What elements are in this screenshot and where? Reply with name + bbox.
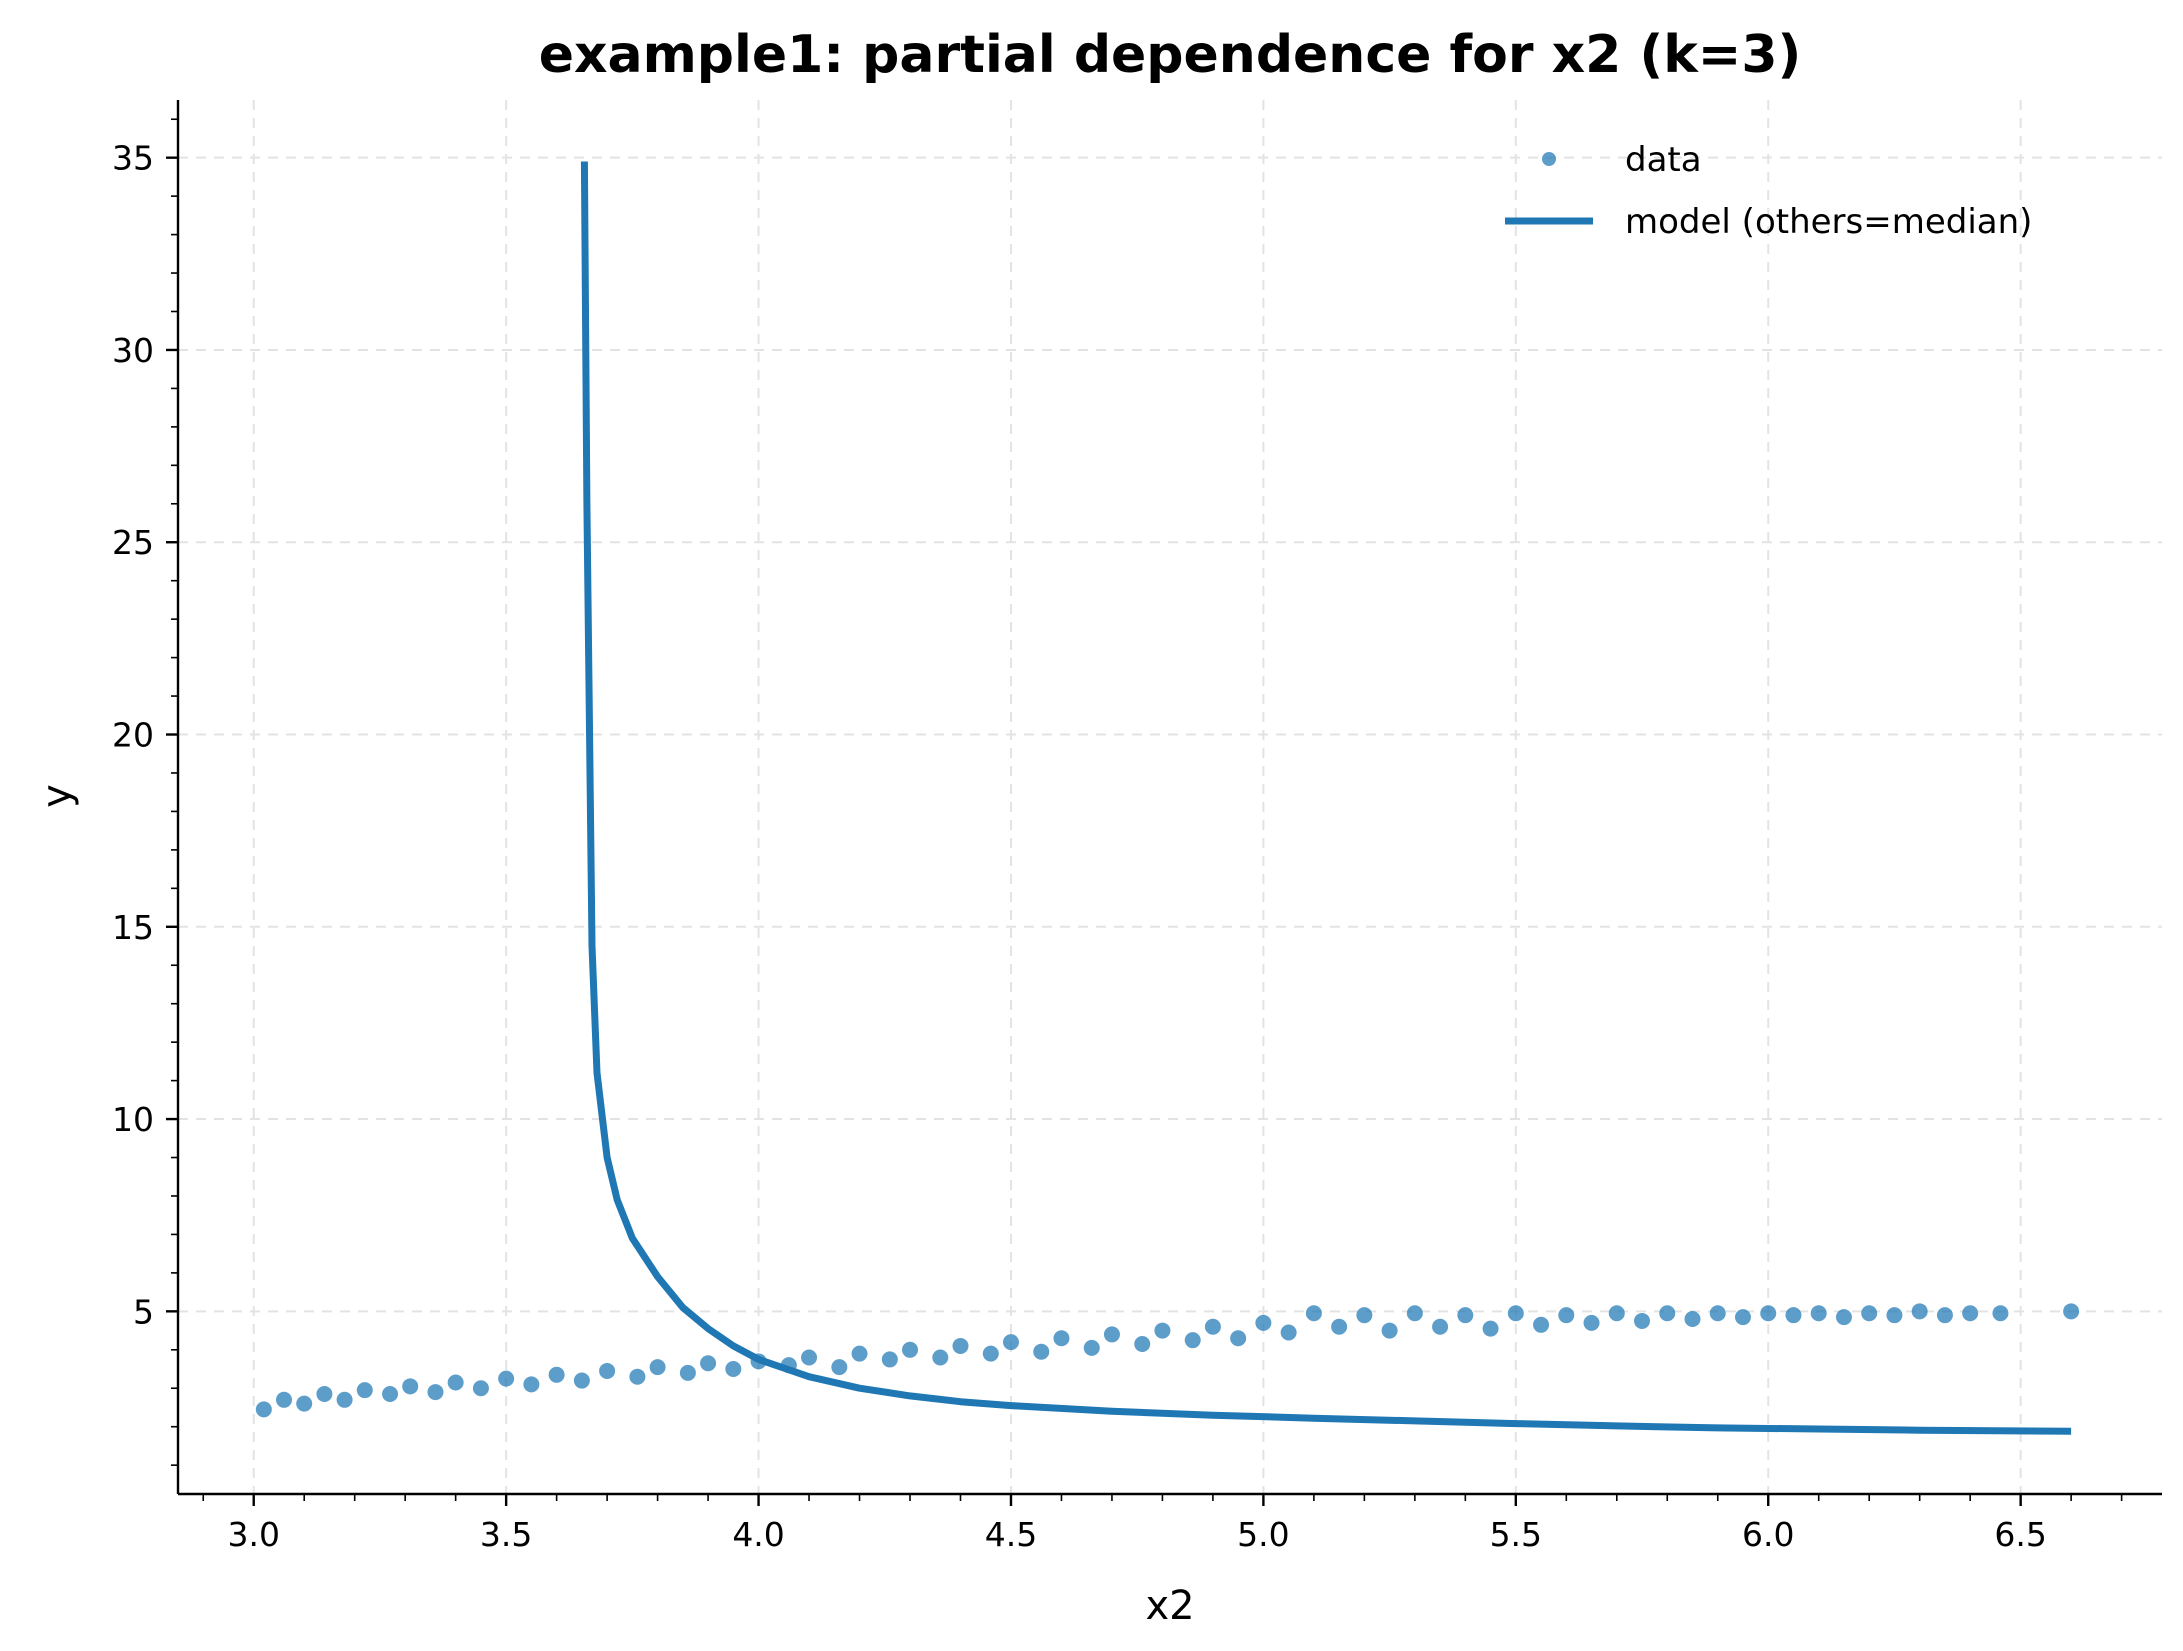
- x-tick-label: 4.0: [732, 1515, 784, 1554]
- data-point: [1558, 1307, 1575, 1324]
- data-point: [402, 1378, 419, 1395]
- data-point: [1835, 1309, 1852, 1326]
- data-point: [1608, 1305, 1625, 1322]
- y-tick-label: 25: [112, 523, 154, 562]
- y-tick-label: 20: [112, 716, 154, 755]
- data-point: [1962, 1305, 1979, 1322]
- y-tick-label: 15: [112, 908, 154, 947]
- data-point: [1331, 1318, 1348, 1335]
- data-point: [472, 1380, 489, 1397]
- data-point: [1709, 1305, 1726, 1322]
- data-point: [296, 1395, 313, 1412]
- data-point: [1083, 1339, 1100, 1356]
- data-point: [1936, 1307, 1953, 1324]
- data-point: [1760, 1305, 1777, 1322]
- data-point: [700, 1355, 717, 1372]
- data-point: [1734, 1309, 1751, 1326]
- data-point: [1154, 1322, 1171, 1339]
- x-tick-label: 3.0: [227, 1515, 279, 1554]
- legend-label-data: data: [1625, 140, 1702, 180]
- data-point: [1406, 1305, 1423, 1322]
- data-point: [548, 1366, 565, 1383]
- data-point: [336, 1391, 353, 1408]
- data-point: [1255, 1314, 1272, 1331]
- data-point: [498, 1370, 515, 1387]
- data-point: [255, 1401, 272, 1418]
- data-point: [649, 1359, 666, 1376]
- data-point: [1305, 1305, 1322, 1322]
- data-point: [1230, 1330, 1247, 1347]
- grid-lines: [178, 100, 2162, 1494]
- data-point: [447, 1374, 464, 1391]
- data-point: [1482, 1320, 1499, 1337]
- data-point: [599, 1362, 616, 1379]
- x-tick-label: 6.5: [1994, 1515, 2046, 1554]
- data-point: [679, 1364, 696, 1381]
- data-point: [427, 1384, 444, 1401]
- x-tick-label: 5.5: [1490, 1515, 1542, 1554]
- data-point: [1053, 1330, 1070, 1347]
- data-point: [1184, 1332, 1201, 1349]
- data-point: [382, 1386, 399, 1403]
- data-point: [1861, 1305, 1878, 1322]
- data-point: [1634, 1312, 1651, 1329]
- data-point: [1381, 1322, 1398, 1339]
- data-point: [1911, 1303, 1928, 1320]
- x-axis-label: x2: [1145, 1583, 1194, 1629]
- data-point: [1356, 1307, 1373, 1324]
- data-point: [851, 1345, 868, 1362]
- data-point: [881, 1351, 898, 1368]
- chart-title: example1: partial dependence for x2 (k=3…: [539, 25, 1802, 85]
- legend-label-model: model (others=median): [1625, 202, 2032, 242]
- data-point: [316, 1386, 333, 1403]
- y-tick-label: 35: [112, 139, 154, 178]
- data-point: [725, 1361, 742, 1378]
- data-point: [1659, 1305, 1676, 1322]
- data-point: [1002, 1334, 1019, 1351]
- data-point: [276, 1391, 293, 1408]
- data-point: [1785, 1307, 1802, 1324]
- data-point: [629, 1368, 646, 1385]
- data-point: [902, 1341, 919, 1358]
- data-point: [952, 1337, 969, 1354]
- data-point: [982, 1345, 999, 1362]
- data-point: [1533, 1316, 1550, 1333]
- data-point: [2063, 1303, 2080, 1320]
- data-point: [573, 1372, 590, 1389]
- y-axis-label: y: [34, 784, 80, 808]
- data-point: [1033, 1343, 1050, 1360]
- data-point: [523, 1376, 540, 1393]
- data-point: [1810, 1305, 1827, 1322]
- data-point: [1134, 1336, 1151, 1353]
- x-tick-label: 5.0: [1237, 1515, 1289, 1554]
- series-data: [255, 1303, 2080, 1418]
- data-point: [932, 1349, 949, 1366]
- data-point: [801, 1349, 818, 1366]
- data-point: [1886, 1307, 1903, 1324]
- data-point: [1684, 1311, 1701, 1328]
- y-tick-label: 10: [112, 1100, 154, 1139]
- legend-marker-data: [1542, 152, 1556, 166]
- data-point: [1103, 1326, 1120, 1343]
- data-point: [1583, 1314, 1600, 1331]
- data-point: [1432, 1318, 1449, 1335]
- x-tick-label: 6.0: [1742, 1515, 1794, 1554]
- series-model-line: [580, 161, 2072, 1435]
- legend: data model (others=median): [1505, 140, 2032, 242]
- plot-area: [255, 161, 2080, 1435]
- axes: 3.0 3.5 4.0 4.5 5.0 5.5 6.0 6.5 5 10 15 20 25 30 35: [112, 100, 2162, 1554]
- data-point: [1280, 1324, 1297, 1341]
- data-point: [1204, 1318, 1221, 1335]
- data-point: [1507, 1305, 1524, 1322]
- data-point: [831, 1359, 848, 1376]
- data-point: [1992, 1305, 2009, 1322]
- y-tick-label: 5: [133, 1292, 154, 1331]
- x-tick-label: 3.5: [480, 1515, 532, 1554]
- data-point: [356, 1382, 373, 1399]
- data-point: [1457, 1307, 1474, 1324]
- x-tick-label: 4.5: [985, 1515, 1037, 1554]
- y-tick-label: 30: [112, 331, 154, 370]
